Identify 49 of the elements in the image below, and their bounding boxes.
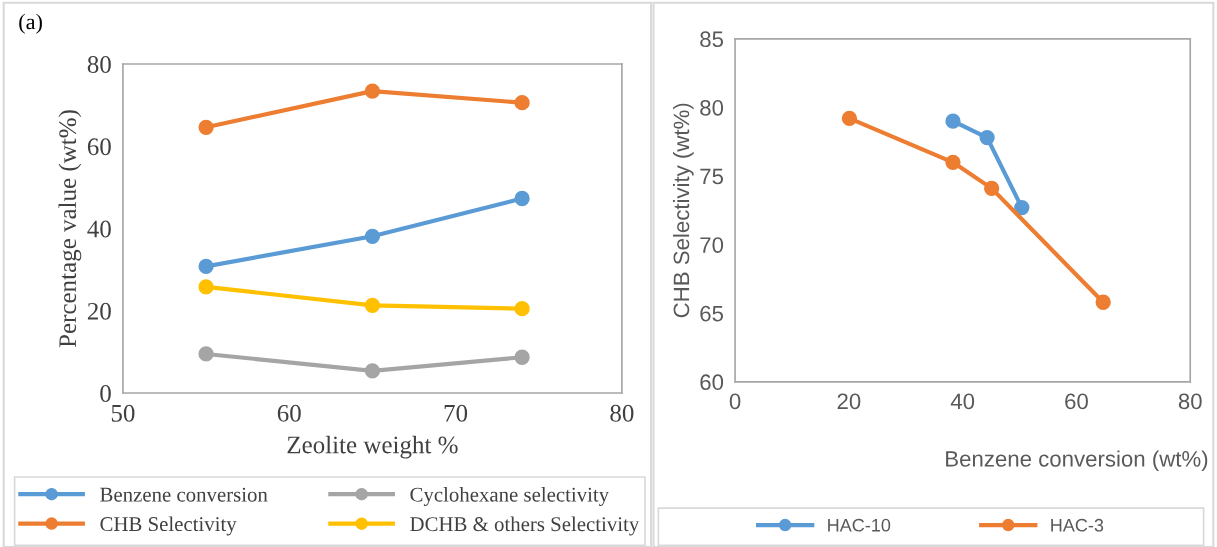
legend-label: Cyclohexane selectivity bbox=[410, 487, 610, 506]
x-tick-label: 70 bbox=[444, 404, 468, 422]
point bbox=[198, 346, 214, 362]
point bbox=[364, 297, 381, 314]
legend-label: HAC-10 bbox=[828, 518, 891, 532]
legend-label: CHB Selectivity bbox=[100, 516, 237, 536]
point bbox=[514, 95, 530, 111]
y-tick-label: 20 bbox=[87, 302, 111, 320]
y-tick-label: 60 bbox=[700, 374, 724, 391]
point bbox=[979, 129, 995, 146]
y-tick-label: 65 bbox=[700, 305, 724, 322]
y-tick-label: 85 bbox=[700, 31, 724, 48]
x-axis-title: Zeolite weight % bbox=[287, 435, 458, 459]
x-tick-label: 20 bbox=[837, 393, 861, 410]
point bbox=[198, 279, 214, 295]
x-axis-title: Benzene conversion (wt%) bbox=[946, 450, 1208, 472]
point bbox=[364, 228, 381, 244]
x-tick-label: 60 bbox=[1065, 393, 1088, 410]
point bbox=[984, 180, 1000, 197]
point bbox=[841, 110, 858, 127]
legend-label: HAC-3 bbox=[1051, 518, 1104, 532]
point bbox=[364, 83, 381, 99]
y-tick-label: 80 bbox=[700, 99, 724, 116]
point bbox=[945, 154, 961, 170]
point bbox=[1095, 294, 1111, 310]
x-tick-label: 0 bbox=[729, 393, 741, 410]
x-tick-label: 40 bbox=[950, 393, 975, 410]
point bbox=[1014, 199, 1030, 216]
legend-label: DCHB & others Selectivity bbox=[410, 516, 640, 536]
point bbox=[364, 363, 381, 379]
point bbox=[198, 258, 214, 274]
point bbox=[945, 113, 961, 129]
y-axis-title: CHB Selectivity (wt%) bbox=[672, 103, 694, 318]
y-tick-label: 40 bbox=[87, 220, 111, 238]
x-tick-label: 50 bbox=[111, 404, 135, 422]
x-tick-label: 60 bbox=[277, 404, 301, 422]
x-tick-label: 80 bbox=[1178, 393, 1202, 410]
point bbox=[514, 301, 530, 317]
y-axis-title: Percentage value (wt%) bbox=[58, 110, 82, 348]
legend-label: Benzene conversion bbox=[100, 487, 268, 502]
point bbox=[514, 349, 530, 365]
y-tick-label: 70 bbox=[700, 237, 724, 253]
y-tick-label: 75 bbox=[700, 168, 724, 185]
x-tick-label: 80 bbox=[610, 404, 634, 422]
y-tick-label: 80 bbox=[87, 56, 111, 73]
point bbox=[514, 190, 530, 207]
y-tick-label: 60 bbox=[87, 138, 111, 156]
text: (a) bbox=[19, 13, 42, 34]
point bbox=[198, 119, 214, 135]
